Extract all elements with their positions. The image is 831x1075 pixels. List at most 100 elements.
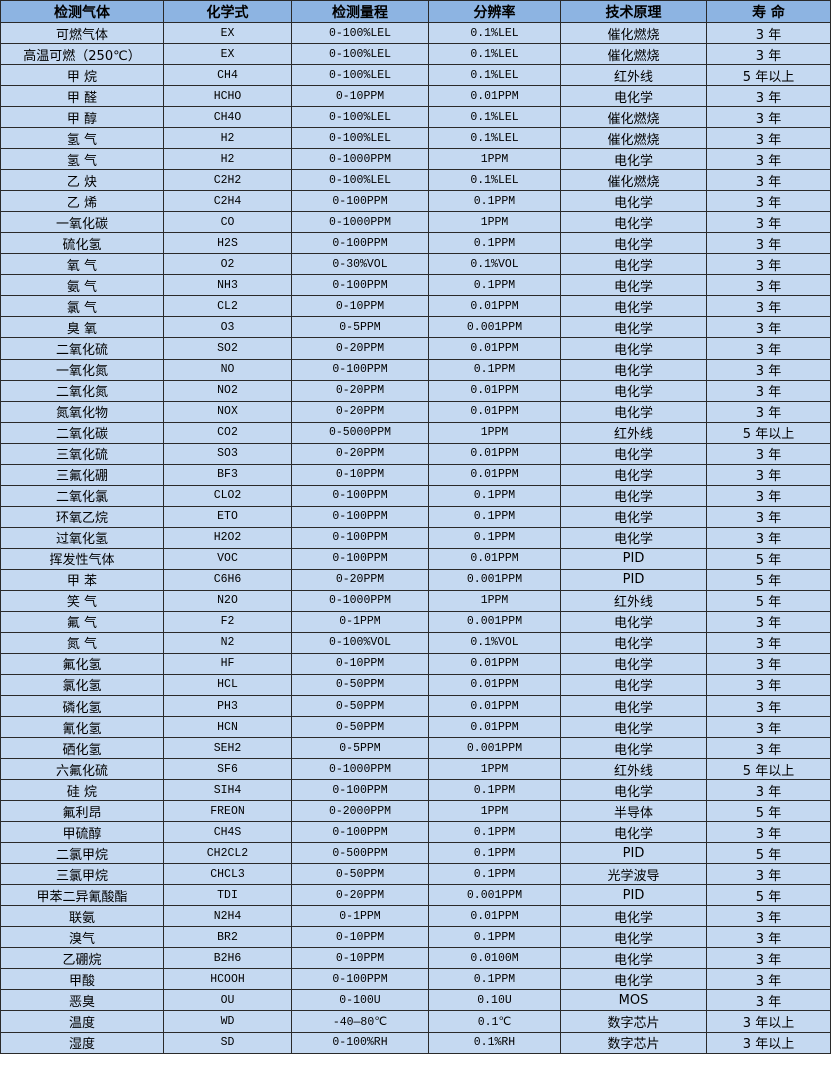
table-row: 氟 气 F2 0-1PPM 0.001PPM 电化学 3 年 — [0, 610, 831, 633]
cell-lifespan: 3 年 — [706, 926, 831, 949]
cell-gas: 氧 气 — [0, 253, 164, 276]
cell-gas: 三氧化硫 — [0, 442, 164, 465]
cell-lifespan: 5 年 — [706, 547, 831, 570]
table-row: 挥发性气体 VOC 0-100PPM 0.01PPM PID 5 年 — [0, 547, 831, 570]
cell-gas: 氢 气 — [0, 148, 164, 171]
cell-lifespan: 3 年 — [706, 631, 831, 654]
table-row: 甲苯二异氰酸酯 TDI 0-20PPM 0.001PPM PID 5 年 — [0, 884, 831, 907]
cell-gas: 三氯甲烷 — [0, 863, 164, 886]
cell-formula: HCOOH — [163, 968, 292, 991]
cell-range: 0-5PPM — [291, 737, 429, 760]
cell-resolution: 0.0100M — [428, 947, 561, 970]
cell-range: 0-20PPM — [291, 442, 429, 465]
cell-range: 0-20PPM — [291, 568, 429, 591]
table-row: 氰化氢 HCN 0-50PPM 0.01PPM 电化学 3 年 — [0, 716, 831, 739]
cell-formula: SO2 — [163, 337, 292, 360]
cell-principle: 电化学 — [560, 505, 707, 528]
cell-formula: OU — [163, 989, 292, 1012]
cell-resolution: 0.1℃ — [428, 1010, 561, 1033]
cell-lifespan: 3 年 — [706, 337, 831, 360]
table-row: 磷化氢 PH3 0-50PPM 0.01PPM 电化学 3 年 — [0, 694, 831, 718]
cell-formula: CH4O — [163, 106, 292, 129]
cell-gas: 氮氧化物 — [0, 400, 164, 423]
cell-principle: 电化学 — [560, 400, 707, 423]
cell-lifespan: 5 年以上 — [706, 421, 831, 444]
cell-formula: NOX — [163, 400, 292, 423]
cell-range: 0-1000PPM — [291, 148, 429, 171]
table-row: 三氟化硼 BF3 0-10PPM 0.01PPM 电化学 3 年 — [0, 463, 831, 486]
table-row: 氨 气 NH3 0-100PPM 0.1PPM 电化学 3 年 — [0, 274, 831, 297]
cell-resolution: 0.1PPM — [428, 968, 561, 991]
cell-gas: 甲 烷 — [0, 64, 164, 87]
cell-range: 0-50PPM — [291, 716, 429, 739]
cell-formula: N2H4 — [163, 905, 292, 928]
cell-range: 0-1000PPM — [291, 758, 429, 781]
cell-lifespan: 3 年 — [706, 442, 831, 465]
cell-gas: 环氧乙烷 — [0, 505, 164, 528]
cell-principle: 光学波导 — [560, 863, 707, 886]
table-row: 六氟化硫 SF6 0-1000PPM 1PPM 红外线 5 年以上 — [0, 758, 831, 781]
cell-resolution: 1PPM — [428, 148, 561, 171]
cell-resolution: 0.001PPM — [428, 568, 561, 591]
cell-range: 0-100%LEL — [291, 64, 429, 87]
cell-gas: 二氧化硫 — [0, 337, 164, 360]
cell-lifespan: 3 年 — [706, 190, 831, 213]
cell-gas: 氨 气 — [0, 274, 164, 297]
cell-principle: 催化燃烧 — [560, 43, 707, 66]
cell-lifespan: 3 年 — [706, 968, 831, 991]
table-row: 氮氧化物 NOX 0-20PPM 0.01PPM 电化学 3 年 — [0, 400, 831, 423]
cell-formula: CH4 — [163, 64, 292, 87]
cell-formula: BR2 — [163, 926, 292, 949]
table-row: 氟化氢 HF 0-10PPM 0.01PPM 电化学 3 年 — [0, 652, 831, 675]
cell-resolution: 0.1%LEL — [428, 106, 561, 129]
cell-lifespan: 3 年 — [706, 253, 831, 276]
cell-range: 0-50PPM — [291, 863, 429, 886]
table-row: 氯化氢 HCL 0-50PPM 0.01PPM 电化学 3 年 — [0, 673, 831, 697]
table-row: 湿度 SD 0-100%RH 0.1%RH 数字芯片 3 年以上 — [0, 1031, 831, 1054]
cell-principle: 电化学 — [560, 379, 707, 402]
table-row: 甲硫醇 CH4S 0-100PPM 0.1PPM 电化学 3 年 — [0, 821, 831, 844]
table-row: 氟利昂 FREON 0-2000PPM 1PPM 半导体 5 年 — [0, 800, 831, 823]
cell-formula: C2H4 — [163, 190, 292, 213]
cell-lifespan: 3 年以上 — [706, 1010, 831, 1033]
cell-resolution: 0.1PPM — [428, 779, 561, 802]
cell-range: 0-100PPM — [291, 232, 429, 255]
cell-gas: 乙 烯 — [0, 190, 164, 213]
cell-gas: 高温可燃（250℃） — [0, 43, 164, 66]
cell-range: 0-100PPM — [291, 358, 429, 381]
cell-resolution: 0.01PPM — [428, 547, 561, 570]
cell-gas: 硒化氢 — [0, 737, 164, 760]
cell-resolution: 0.001PPM — [428, 610, 561, 633]
cell-range: 0-10PPM — [291, 463, 429, 486]
cell-formula: SIH4 — [163, 779, 292, 802]
cell-resolution: 0.1PPM — [428, 274, 561, 297]
header-row: 检测气体 化学式 检测量程 分辨率 技术原理 寿 命 — [0, 0, 831, 23]
table-row: 二氧化氯 CLO2 0-100PPM 0.1PPM 电化学 3 年 — [0, 484, 831, 507]
cell-principle: 电化学 — [560, 274, 707, 297]
header-lifespan: 寿 命 — [706, 0, 831, 23]
table-row: 联氨 N2H4 0-1PPM 0.01PPM 电化学 3 年 — [0, 905, 831, 928]
cell-resolution: 0.01PPM — [428, 694, 561, 718]
cell-formula: CH4S — [163, 821, 292, 844]
cell-range: 0-1PPM — [291, 905, 429, 928]
cell-principle: 电化学 — [560, 737, 707, 760]
cell-principle: 电化学 — [560, 295, 707, 318]
cell-range: 0-100PPM — [291, 484, 429, 507]
cell-formula: VOC — [163, 547, 292, 570]
table-row: 甲 烷 CH4 0-100%LEL 0.1%LEL 红外线 5 年以上 — [0, 64, 831, 87]
cell-formula: SEH2 — [163, 737, 292, 760]
cell-resolution: 0.001PPM — [428, 316, 561, 339]
cell-principle: 电化学 — [560, 926, 707, 949]
cell-formula: FREON — [163, 800, 292, 823]
table-row: 乙 烯 C2H4 0-100PPM 0.1PPM 电化学 3 年 — [0, 190, 831, 213]
cell-range: 0-100PPM — [291, 779, 429, 802]
cell-range: 0-100%LEL — [291, 106, 429, 129]
cell-range: 0-10PPM — [291, 85, 429, 108]
cell-principle: 催化燃烧 — [560, 169, 707, 192]
cell-principle: 电化学 — [560, 148, 707, 171]
cell-lifespan: 5 年以上 — [706, 64, 831, 87]
table-row: 可燃气体 EX 0-100%LEL 0.1%LEL 催化燃烧 3 年 — [0, 21, 831, 45]
cell-principle: 电化学 — [560, 947, 707, 970]
cell-resolution: 0.1PPM — [428, 863, 561, 886]
cell-principle: 电化学 — [560, 631, 707, 654]
